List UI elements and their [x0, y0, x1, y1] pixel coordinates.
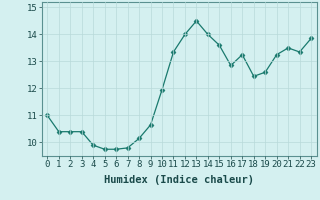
X-axis label: Humidex (Indice chaleur): Humidex (Indice chaleur) — [104, 175, 254, 185]
